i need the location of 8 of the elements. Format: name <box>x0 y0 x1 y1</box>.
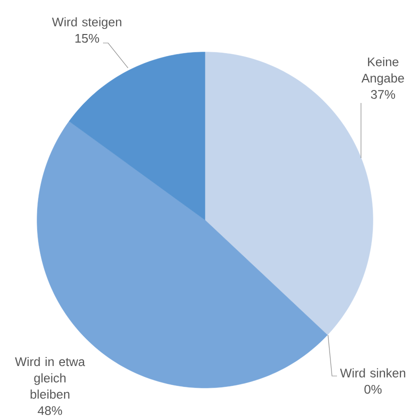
slice-label: Wird in etwa gleich bleiben <box>14 356 86 399</box>
slice-label: Wird steigen <box>52 17 122 29</box>
slice-label: Keine Angabe <box>361 57 404 86</box>
data-label: 37% <box>370 90 396 99</box>
text: 0% <box>364 384 382 394</box>
category-label: Wird sinken <box>340 368 406 378</box>
data-label: 48% <box>38 406 62 416</box>
data-label: 15% <box>75 34 100 43</box>
